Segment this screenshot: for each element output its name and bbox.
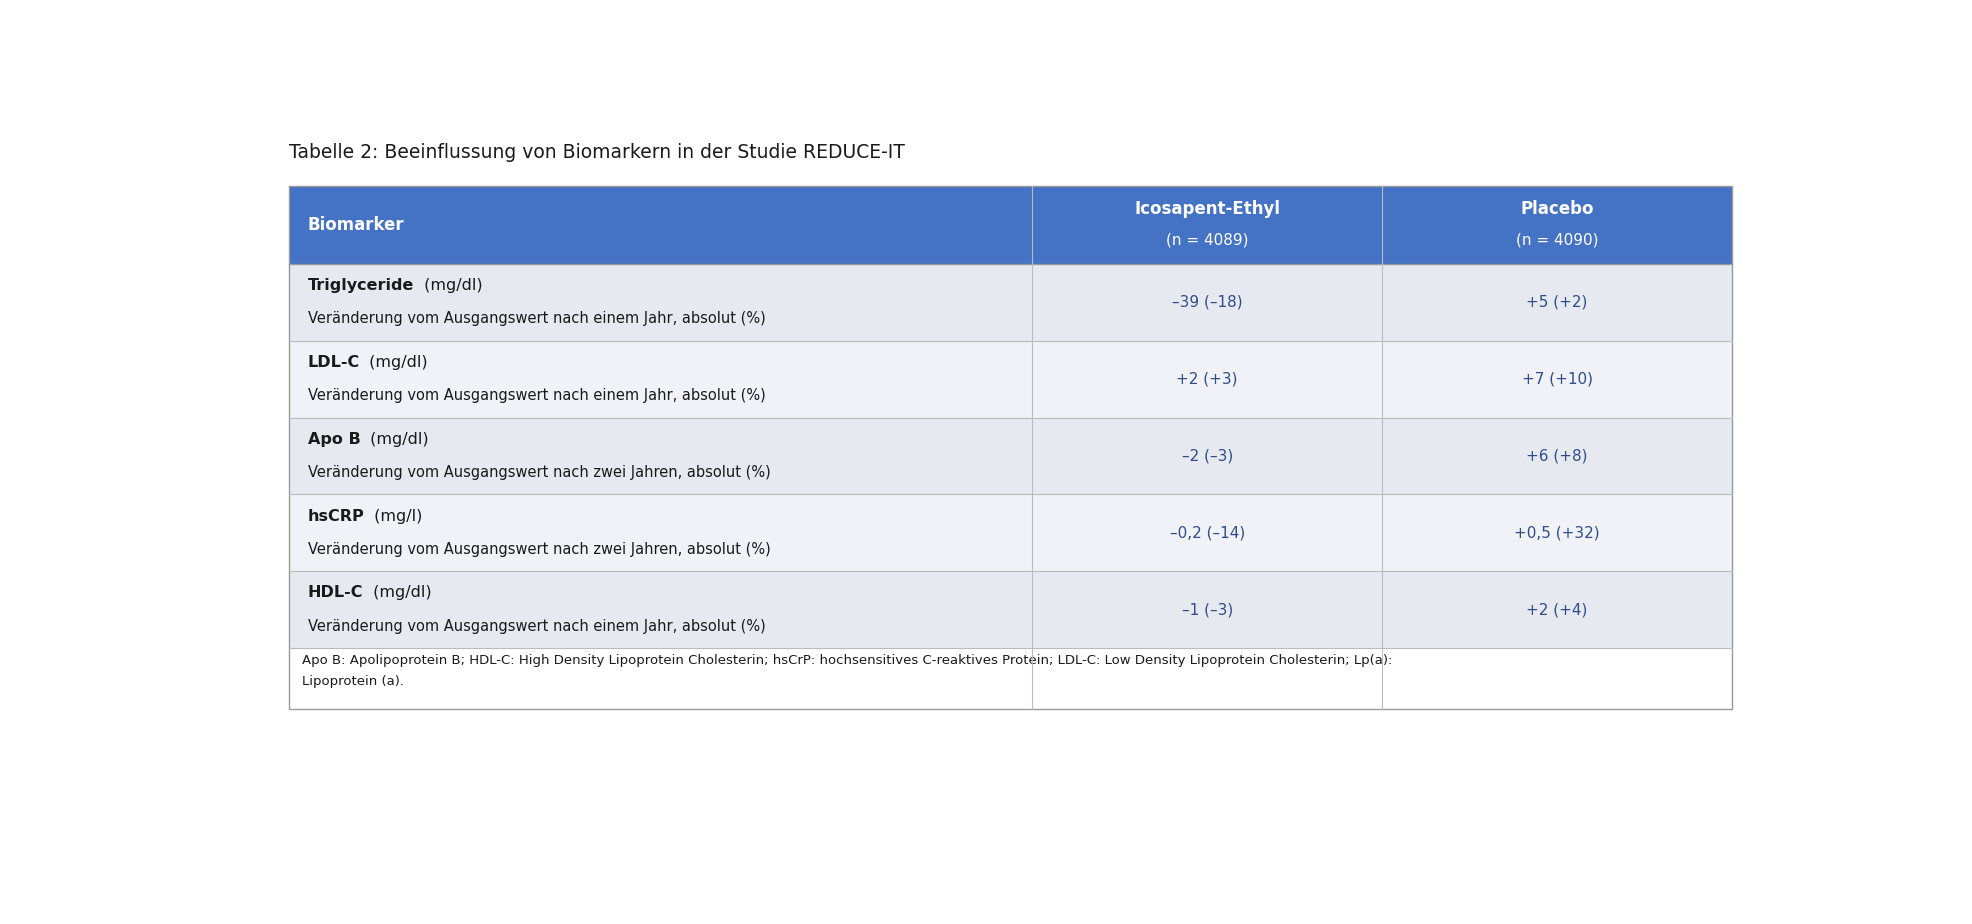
Text: Veränderung vom Ausgangswert nach zwei Jahren, absolut (%): Veränderung vom Ausgangswert nach zwei J… <box>308 542 771 557</box>
Bar <box>290 264 1731 341</box>
Bar <box>290 341 1731 418</box>
Bar <box>290 186 1731 709</box>
Text: (mg/dl): (mg/dl) <box>365 355 428 370</box>
Text: +0,5 (+32): +0,5 (+32) <box>1514 525 1599 541</box>
Text: Apo B: Apo B <box>308 432 361 447</box>
Text: (mg/dl): (mg/dl) <box>367 586 432 601</box>
Text: –0,2 (–14): –0,2 (–14) <box>1169 525 1244 541</box>
Text: Veränderung vom Ausgangswert nach einem Jahr, absolut (%): Veränderung vom Ausgangswert nach einem … <box>308 388 765 403</box>
Bar <box>290 186 1731 264</box>
Text: –2 (–3): –2 (–3) <box>1181 448 1232 464</box>
Text: Veränderung vom Ausgangswert nach einem Jahr, absolut (%): Veränderung vom Ausgangswert nach einem … <box>308 619 765 634</box>
Text: +7 (+10): +7 (+10) <box>1522 371 1593 386</box>
Text: (n = 4090): (n = 4090) <box>1516 233 1599 248</box>
Bar <box>290 494 1731 571</box>
Text: Veränderung vom Ausgangswert nach zwei Jahren, absolut (%): Veränderung vom Ausgangswert nach zwei J… <box>308 465 771 480</box>
Text: Veränderung vom Ausgangswert nach einem Jahr, absolut (%): Veränderung vom Ausgangswert nach einem … <box>308 311 765 326</box>
Text: (mg/dl): (mg/dl) <box>365 432 428 447</box>
Text: –39 (–18): –39 (–18) <box>1171 295 1242 310</box>
Text: LDL-C: LDL-C <box>308 355 359 370</box>
Text: +2 (+4): +2 (+4) <box>1526 602 1587 617</box>
Text: +2 (+3): +2 (+3) <box>1177 371 1238 386</box>
Text: –1 (–3): –1 (–3) <box>1181 602 1232 617</box>
Text: Placebo: Placebo <box>1520 201 1593 218</box>
Text: Biomarker: Biomarker <box>308 215 404 234</box>
Text: Lipoprotein (a).: Lipoprotein (a). <box>302 675 404 688</box>
Text: HDL-C: HDL-C <box>308 586 363 601</box>
Text: Tabelle 2: Beeinflussung von Biomarkern in der Studie REDUCE-IT: Tabelle 2: Beeinflussung von Biomarkern … <box>290 143 905 162</box>
Text: (mg/dl): (mg/dl) <box>418 278 483 293</box>
Text: (n = 4089): (n = 4089) <box>1165 233 1248 248</box>
Text: Triglyceride: Triglyceride <box>308 278 414 293</box>
Text: (mg/l): (mg/l) <box>369 508 422 524</box>
Text: +6 (+8): +6 (+8) <box>1526 448 1587 464</box>
Text: +5 (+2): +5 (+2) <box>1526 295 1587 310</box>
Text: Icosapent-Ethyl: Icosapent-Ethyl <box>1134 201 1280 218</box>
Bar <box>290 648 1731 709</box>
Text: Apo B: Apolipoprotein B; HDL-C: High Density Lipoprotein Cholesterin; hsCrP: hoc: Apo B: Apolipoprotein B; HDL-C: High Den… <box>302 654 1392 667</box>
Bar <box>290 571 1731 648</box>
Bar <box>290 418 1731 494</box>
Text: hsCRP: hsCRP <box>308 508 365 524</box>
